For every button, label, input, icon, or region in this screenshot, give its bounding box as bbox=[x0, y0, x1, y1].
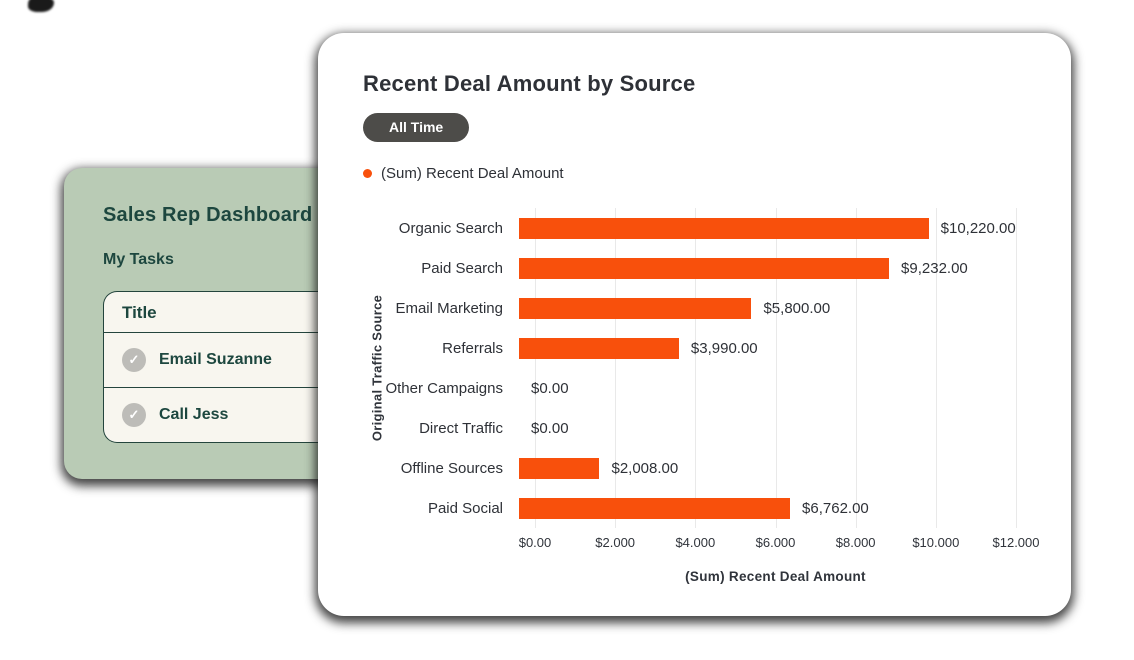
task-row[interactable]: ✓ Call Jess bbox=[104, 388, 361, 442]
x-tick-label: $6.000 bbox=[755, 535, 796, 550]
x-axis-ticks: $0.00 $2.000 $4.000 $6.000 $8.000 $10.000 $12.… bbox=[519, 535, 1040, 552]
category-label: Referrals bbox=[442, 339, 503, 357]
x-tick-label: $0.00 bbox=[518, 535, 552, 550]
x-tick-label: $8.000 bbox=[835, 535, 876, 550]
bar[interactable] bbox=[519, 497, 791, 519]
x-axis-title: (Sum) Recent Deal Amount bbox=[685, 569, 866, 584]
category-label: Email Marketing bbox=[395, 299, 503, 317]
bar[interactable] bbox=[519, 217, 929, 239]
chart-row: Email Marketing $5,800.00 bbox=[363, 288, 1029, 328]
bar-track: $6,762.00 bbox=[519, 488, 1000, 528]
dashboard-title: Sales Rep Dashboard bbox=[103, 204, 313, 226]
bar-track: $0.00 bbox=[519, 408, 1000, 448]
chart-row: Paid Social $6,762.00 bbox=[363, 488, 1029, 528]
ink-speck-decoration bbox=[28, 0, 54, 12]
task-label: Call Jess bbox=[159, 406, 229, 423]
gridline bbox=[855, 208, 857, 528]
tasks-table-body: ✓ Email Suzanne ✓ Call Jess bbox=[104, 333, 361, 442]
gridline bbox=[1016, 208, 1017, 528]
gridline bbox=[935, 208, 937, 528]
bar[interactable] bbox=[519, 257, 890, 279]
check-circle-icon[interactable]: ✓ bbox=[122, 403, 146, 427]
bar[interactable] bbox=[519, 457, 600, 479]
value-label: $0.00 bbox=[531, 419, 569, 437]
tasks-table-header-title: Title bbox=[104, 292, 361, 333]
bar[interactable] bbox=[519, 297, 752, 319]
value-label: $6,762.00 bbox=[802, 499, 869, 517]
x-tick-label: $4.000 bbox=[675, 535, 716, 550]
task-row[interactable]: ✓ Email Suzanne bbox=[104, 333, 361, 388]
category-label: Offline Sources bbox=[400, 459, 503, 477]
bar-chart: Original Traffic Source Organic Search $1… bbox=[363, 208, 1040, 584]
bar-track: $5,800.00 bbox=[519, 288, 1000, 328]
category-label: Organic Search bbox=[398, 219, 503, 237]
bar-track: $0.00 bbox=[519, 368, 1000, 408]
chart-title: Recent Deal Amount by Source bbox=[363, 71, 696, 96]
bar[interactable] bbox=[519, 337, 679, 359]
bar-track: $9,232.00 bbox=[519, 248, 1000, 288]
value-label: $5,800.00 bbox=[763, 299, 831, 317]
x-tick-label: $2.000 bbox=[595, 535, 636, 550]
gridline bbox=[695, 208, 697, 528]
bar-track: $10,220.00 bbox=[519, 208, 1016, 248]
chart-row: Offline Sources $2,008.00 bbox=[363, 448, 1029, 488]
chart-plot-area: Organic Search $10,220.00 Paid Search $9,23… bbox=[363, 208, 1029, 528]
bar-track: $3,990.00 bbox=[519, 328, 1000, 368]
x-tick-label: $10.000 bbox=[912, 535, 960, 550]
chart-row: Other Campaigns $0.00 bbox=[363, 368, 1029, 408]
chart-row: Direct Traffic $0.00 bbox=[363, 408, 1029, 448]
chart-row: Organic Search $10,220.00 bbox=[363, 208, 1029, 248]
check-circle-icon[interactable]: ✓ bbox=[122, 348, 146, 372]
gridline bbox=[615, 208, 617, 528]
chart-row: Paid Search $9,232.00 bbox=[363, 248, 1029, 288]
gridline bbox=[535, 208, 536, 528]
sales-rep-dashboard-card: Sales Rep Dashboard My Tasks Title ✓ Emai… bbox=[64, 168, 361, 479]
bar-track: $2,008.00 bbox=[519, 448, 1000, 488]
x-tick-label: $12.000 bbox=[992, 535, 1040, 550]
gridlines bbox=[535, 208, 1017, 528]
gridline bbox=[775, 208, 777, 528]
category-label: Direct Traffic bbox=[419, 419, 503, 437]
category-label: Other Campaigns bbox=[385, 379, 503, 397]
legend-item[interactable]: (Sum) Recent Deal Amount bbox=[363, 165, 564, 182]
my-tasks-heading: My Tasks bbox=[103, 251, 174, 268]
value-label: $0.00 bbox=[531, 379, 569, 397]
time-filter-pill[interactable]: All Time bbox=[363, 113, 470, 142]
legend-dot-icon bbox=[363, 169, 372, 178]
value-label: $9,232.00 bbox=[901, 259, 968, 277]
chart-row: Referrals $3,990.00 bbox=[363, 328, 1029, 368]
value-label: $10,220.00 bbox=[940, 219, 1016, 237]
task-label: Email Suzanne bbox=[159, 351, 272, 368]
legend-label: (Sum) Recent Deal Amount bbox=[381, 165, 564, 182]
recent-deal-amount-card: Recent Deal Amount by Source All Time (S… bbox=[318, 33, 1071, 616]
category-label: Paid Search bbox=[421, 259, 503, 277]
value-label: $3,990.00 bbox=[690, 339, 758, 357]
value-label: $2,008.00 bbox=[611, 459, 679, 477]
category-label: Paid Social bbox=[427, 499, 503, 517]
